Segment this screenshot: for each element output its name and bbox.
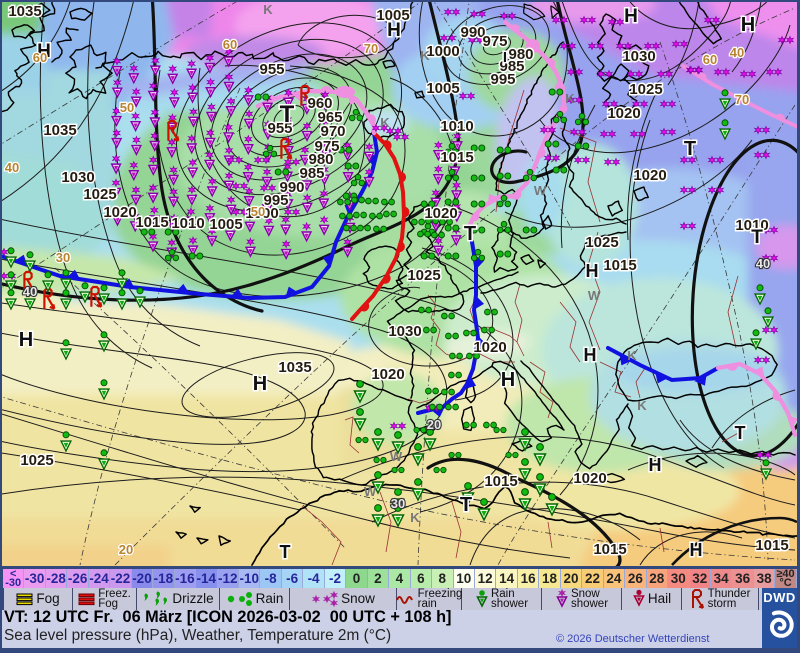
svg-text:1005: 1005	[426, 80, 459, 97]
svg-text:990: 990	[460, 24, 485, 41]
svg-text:40: 40	[23, 284, 37, 299]
svg-text:K: K	[627, 348, 637, 363]
svg-text:60: 60	[703, 52, 717, 67]
svg-text:T: T	[464, 223, 476, 245]
svg-text:60: 60	[33, 50, 47, 65]
svg-text:1020: 1020	[633, 167, 666, 184]
svg-text:H: H	[649, 455, 662, 475]
svg-text:1030: 1030	[622, 48, 655, 65]
svg-text:T: T	[460, 494, 472, 516]
svg-text:70: 70	[364, 41, 378, 56]
svg-text:W: W	[588, 288, 601, 303]
svg-text:955: 955	[259, 61, 284, 78]
svg-text:985: 985	[499, 58, 524, 75]
svg-text:1025: 1025	[20, 452, 53, 469]
svg-text:40: 40	[5, 160, 19, 175]
svg-text:1020: 1020	[424, 205, 457, 222]
svg-text:1000: 1000	[245, 205, 278, 222]
svg-text:980: 980	[508, 46, 533, 63]
svg-text:985: 985	[299, 165, 324, 182]
svg-text:H: H	[624, 6, 638, 27]
svg-text:1020: 1020	[371, 366, 404, 383]
svg-text:1035: 1035	[8, 3, 41, 20]
svg-text:970: 970	[320, 123, 345, 140]
svg-text:T: T	[280, 101, 295, 128]
svg-text:H: H	[387, 20, 401, 41]
svg-text:965: 965	[317, 109, 342, 126]
svg-text:1020: 1020	[103, 204, 136, 221]
svg-text:1025: 1025	[407, 267, 440, 284]
svg-text:1005: 1005	[376, 7, 409, 24]
svg-text:1015: 1015	[440, 149, 473, 166]
svg-text:60: 60	[223, 37, 237, 52]
svg-text:T: T	[280, 542, 291, 562]
svg-text:50: 50	[120, 100, 134, 115]
svg-text:H: H	[501, 369, 515, 391]
svg-text:1010: 1010	[440, 118, 473, 135]
svg-text:W: W	[390, 449, 403, 464]
svg-text:1020: 1020	[473, 339, 506, 356]
svg-text:980: 980	[308, 151, 333, 168]
svg-text:1020: 1020	[573, 470, 606, 487]
svg-text:1015: 1015	[603, 257, 636, 274]
svg-text:1020: 1020	[607, 105, 640, 122]
svg-text:H: H	[741, 14, 755, 36]
svg-text:H: H	[584, 345, 597, 365]
svg-text:70: 70	[735, 92, 749, 107]
svg-text:K: K	[565, 91, 575, 106]
svg-text:995: 995	[490, 71, 515, 88]
svg-text:1010: 1010	[171, 215, 204, 232]
svg-text:960: 960	[307, 95, 332, 112]
svg-text:K: K	[420, 48, 430, 63]
svg-text:T: T	[735, 423, 746, 443]
svg-text:1010: 1010	[735, 217, 768, 234]
svg-text:1025: 1025	[629, 81, 662, 98]
svg-text:1035: 1035	[43, 122, 76, 139]
svg-text:T: T	[751, 227, 763, 248]
svg-text:50: 50	[251, 204, 265, 219]
svg-text:K: K	[637, 398, 647, 413]
svg-text:40: 40	[730, 45, 744, 60]
svg-text:H: H	[586, 261, 599, 281]
svg-text:1005: 1005	[209, 216, 242, 233]
svg-text:975: 975	[482, 33, 507, 50]
svg-text:1030: 1030	[388, 323, 421, 340]
svg-text:1025: 1025	[83, 186, 116, 203]
svg-text:W: W	[534, 183, 547, 198]
svg-text:995: 995	[263, 192, 288, 209]
svg-text:1000: 1000	[426, 43, 459, 60]
svg-text:W: W	[364, 484, 377, 499]
svg-text:1030: 1030	[61, 169, 94, 186]
svg-text:1015: 1015	[135, 214, 168, 231]
svg-text:I: I	[503, 49, 507, 66]
svg-text:1035: 1035	[278, 359, 311, 376]
svg-text:H: H	[19, 329, 33, 351]
svg-text:H: H	[37, 41, 51, 62]
svg-text:955: 955	[267, 120, 292, 137]
svg-text:30: 30	[56, 250, 70, 265]
svg-text:30: 30	[391, 496, 405, 511]
svg-text:K: K	[263, 2, 273, 17]
svg-text:T: T	[684, 138, 696, 160]
svg-text:20: 20	[427, 417, 441, 432]
svg-text:K: K	[410, 510, 420, 525]
svg-text:20: 20	[119, 542, 133, 557]
svg-text:40: 40	[756, 256, 770, 271]
svg-text:1015: 1015	[484, 473, 517, 490]
svg-text:975: 975	[314, 138, 339, 155]
svg-text:1015: 1015	[755, 537, 788, 554]
svg-text:H: H	[690, 540, 703, 560]
svg-text:990: 990	[279, 179, 304, 196]
svg-text:H: H	[253, 373, 267, 395]
svg-text:1015: 1015	[593, 541, 626, 558]
svg-text:K: K	[380, 115, 390, 130]
svg-text:1025: 1025	[585, 234, 618, 251]
